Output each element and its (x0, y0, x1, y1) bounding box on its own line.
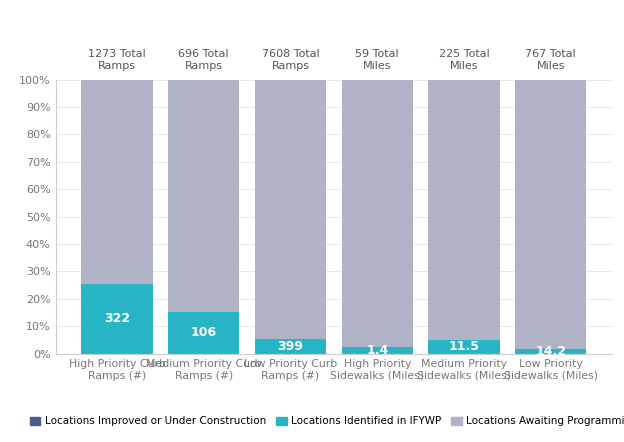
Text: 322: 322 (104, 312, 130, 325)
Text: 59 Total
Miles: 59 Total Miles (356, 49, 399, 71)
Bar (81, 80, 152, 284)
Bar (168, 80, 239, 312)
Text: 1273 Total
Ramps: 1273 Total Ramps (88, 49, 146, 71)
Bar (429, 339, 500, 354)
Legend: Locations Improved or Under Construction, Locations Identified in IFYWP, Locatio: Locations Improved or Under Construction… (26, 412, 624, 431)
Text: 7608 Total
Ramps: 7608 Total Ramps (261, 49, 319, 71)
Bar (515, 80, 587, 349)
Bar (515, 349, 587, 354)
Text: 14.2: 14.2 (535, 345, 566, 358)
Text: 399: 399 (278, 340, 303, 353)
Text: 696 Total
Ramps: 696 Total Ramps (178, 49, 229, 71)
Bar (429, 80, 500, 339)
Bar (255, 339, 326, 354)
Bar (342, 80, 413, 347)
Text: 11.5: 11.5 (449, 340, 479, 353)
Text: 106: 106 (191, 326, 217, 339)
Text: 767 Total
Miles: 767 Total Miles (525, 49, 576, 71)
Bar (168, 312, 239, 354)
Bar (81, 284, 152, 354)
Text: 1.4: 1.4 (366, 344, 388, 357)
Bar (342, 347, 413, 354)
Bar (255, 80, 326, 339)
Text: 225 Total
Miles: 225 Total Miles (439, 49, 489, 71)
